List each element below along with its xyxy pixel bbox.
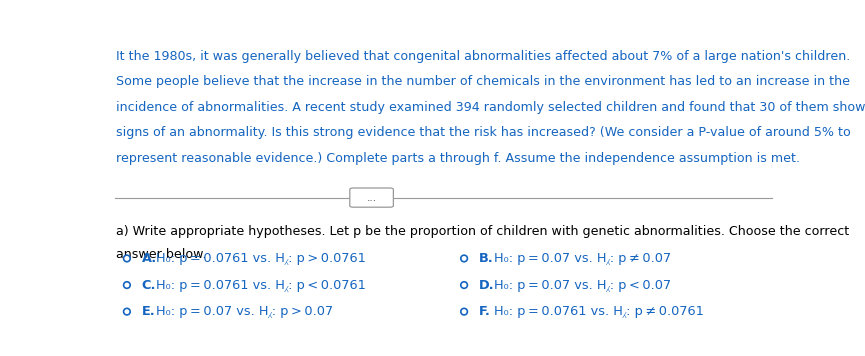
Text: It the 1980s, it was generally believed that congenital abnormalities affected a: It the 1980s, it was generally believed … <box>116 49 850 63</box>
Text: answer below.: answer below. <box>116 248 207 261</box>
Text: B.: B. <box>479 252 494 265</box>
Ellipse shape <box>461 282 467 288</box>
Text: signs of an abnormality. Is this strong evidence that the risk has increased? (W: signs of an abnormality. Is this strong … <box>116 126 851 139</box>
FancyBboxPatch shape <box>349 188 394 207</box>
Text: H₀: p = 0.07 vs. H⁁: p < 0.07: H₀: p = 0.07 vs. H⁁: p < 0.07 <box>494 278 670 292</box>
Text: H₀: p = 0.07 vs. H⁁: p > 0.07: H₀: p = 0.07 vs. H⁁: p > 0.07 <box>157 305 334 318</box>
Text: H₀: p = 0.07 vs. H⁁: p ≠ 0.07: H₀: p = 0.07 vs. H⁁: p ≠ 0.07 <box>494 252 670 265</box>
Ellipse shape <box>461 255 467 262</box>
Text: C.: C. <box>142 278 157 292</box>
Text: A.: A. <box>142 252 157 265</box>
Ellipse shape <box>124 255 131 262</box>
Ellipse shape <box>461 308 467 315</box>
Text: H₀: p = 0.0761 vs. H⁁: p > 0.0761: H₀: p = 0.0761 vs. H⁁: p > 0.0761 <box>157 252 366 265</box>
Text: F.: F. <box>479 305 490 318</box>
Text: incidence of abnormalities. A recent study examined 394 randomly selected childr: incidence of abnormalities. A recent stu… <box>116 100 865 114</box>
Ellipse shape <box>124 282 131 288</box>
Text: H₀: p = 0.0761 vs. H⁁: p < 0.0761: H₀: p = 0.0761 vs. H⁁: p < 0.0761 <box>157 278 366 292</box>
Text: represent reasonable evidence.) Complete parts a through f. Assume the independe: represent reasonable evidence.) Complete… <box>116 152 800 164</box>
Text: ...: ... <box>367 193 376 203</box>
Text: H₀: p = 0.0761 vs. H⁁: p ≠ 0.0761: H₀: p = 0.0761 vs. H⁁: p ≠ 0.0761 <box>494 305 703 318</box>
Text: D.: D. <box>479 278 495 292</box>
Text: Some people believe that the increase in the number of chemicals in the environm: Some people believe that the increase in… <box>116 75 850 88</box>
Ellipse shape <box>124 308 131 315</box>
Text: E.: E. <box>142 305 156 318</box>
Text: a) Write appropriate hypotheses. Let p be the proportion of children with geneti: a) Write appropriate hypotheses. Let p b… <box>116 225 849 238</box>
